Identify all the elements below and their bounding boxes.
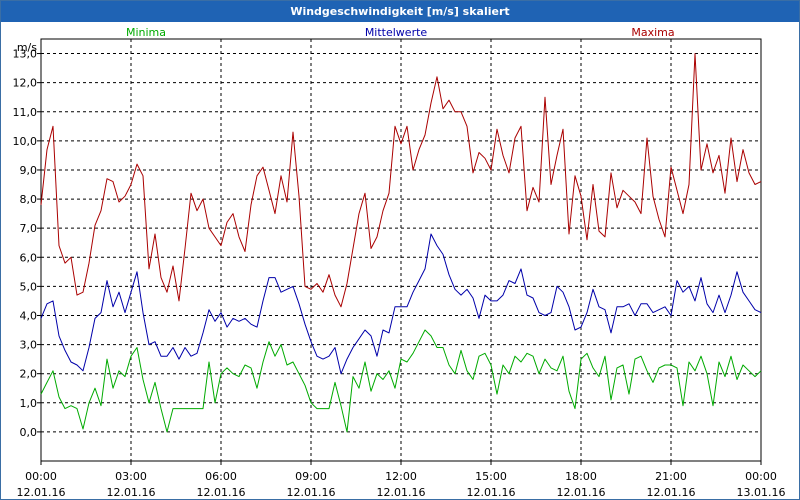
y-tick-label: 2,0: [20, 368, 38, 381]
y-axis: 0,0 1,0 2,0 3,0 4,0 5,0 6,0 7,0 8,0 9,0 10,0 11,0 12…: [13, 48, 41, 439]
x-tick-time: 18:00: [565, 470, 597, 483]
y-tick-label: 9,0: [20, 164, 38, 177]
x-tick-time: 03:00: [115, 470, 147, 483]
y-tick-label: 1,0: [20, 397, 38, 410]
y-tick-label: 10,0: [13, 135, 38, 148]
x-tick-time: 00:00: [745, 470, 777, 483]
series-line-minima: [40, 329, 762, 433]
y-tick-label: 12,0: [13, 77, 38, 90]
y-tick-label: 3,0: [20, 339, 38, 352]
legend: Minima Mittelwerte Maxima: [126, 26, 675, 39]
x-tick-date: 12.01.16: [647, 486, 696, 499]
x-tick-date: 12.01.16: [377, 486, 426, 499]
series-line-mittelwerte: [40, 233, 762, 375]
x-tick-time: 12:00: [385, 470, 417, 483]
x-tick-time: 09:00: [295, 470, 327, 483]
x-axis: 00:00 12.01.16 03:00 12.01.16 06:00 12.01.16 0…: [17, 461, 786, 499]
y-axis-label: m/s: [17, 41, 37, 54]
x-tick-time: 06:00: [205, 470, 237, 483]
legend-maxima: Maxima: [631, 26, 674, 39]
x-tick-date: 12.01.16: [287, 486, 336, 499]
legend-minima: Minima: [126, 26, 166, 39]
x-tick-date: 12.01.16: [107, 486, 156, 499]
x-tick-date: 12.01.16: [557, 486, 606, 499]
y-tick-label: 0,0: [20, 426, 38, 439]
x-tick-date: 12.01.16: [17, 486, 66, 499]
x-tick-date: 13.01.16: [737, 486, 786, 499]
chart-title: Windgeschwindigkeit [m/s] skaliert: [1, 1, 799, 22]
legend-mittelwerte: Mittelwerte: [365, 26, 428, 39]
series-line-maxima: [40, 53, 762, 308]
grid: [41, 39, 761, 461]
y-tick-label: 4,0: [20, 309, 38, 322]
y-tick-label: 11,0: [13, 106, 38, 119]
x-tick-date: 12.01.16: [197, 486, 246, 499]
y-tick-label: 7,0: [20, 222, 38, 235]
x-tick-time: 21:00: [655, 470, 687, 483]
series-layer: [40, 53, 762, 433]
x-tick-time: 00:00: [25, 470, 57, 483]
x-tick-date: 12.01.16: [467, 486, 516, 499]
x-tick-time: 15:00: [475, 470, 507, 483]
y-tick-label: 6,0: [20, 251, 38, 264]
y-tick-label: 13,0: [13, 48, 38, 61]
y-tick-label: 5,0: [20, 280, 38, 293]
y-tick-label: 8,0: [20, 193, 38, 206]
